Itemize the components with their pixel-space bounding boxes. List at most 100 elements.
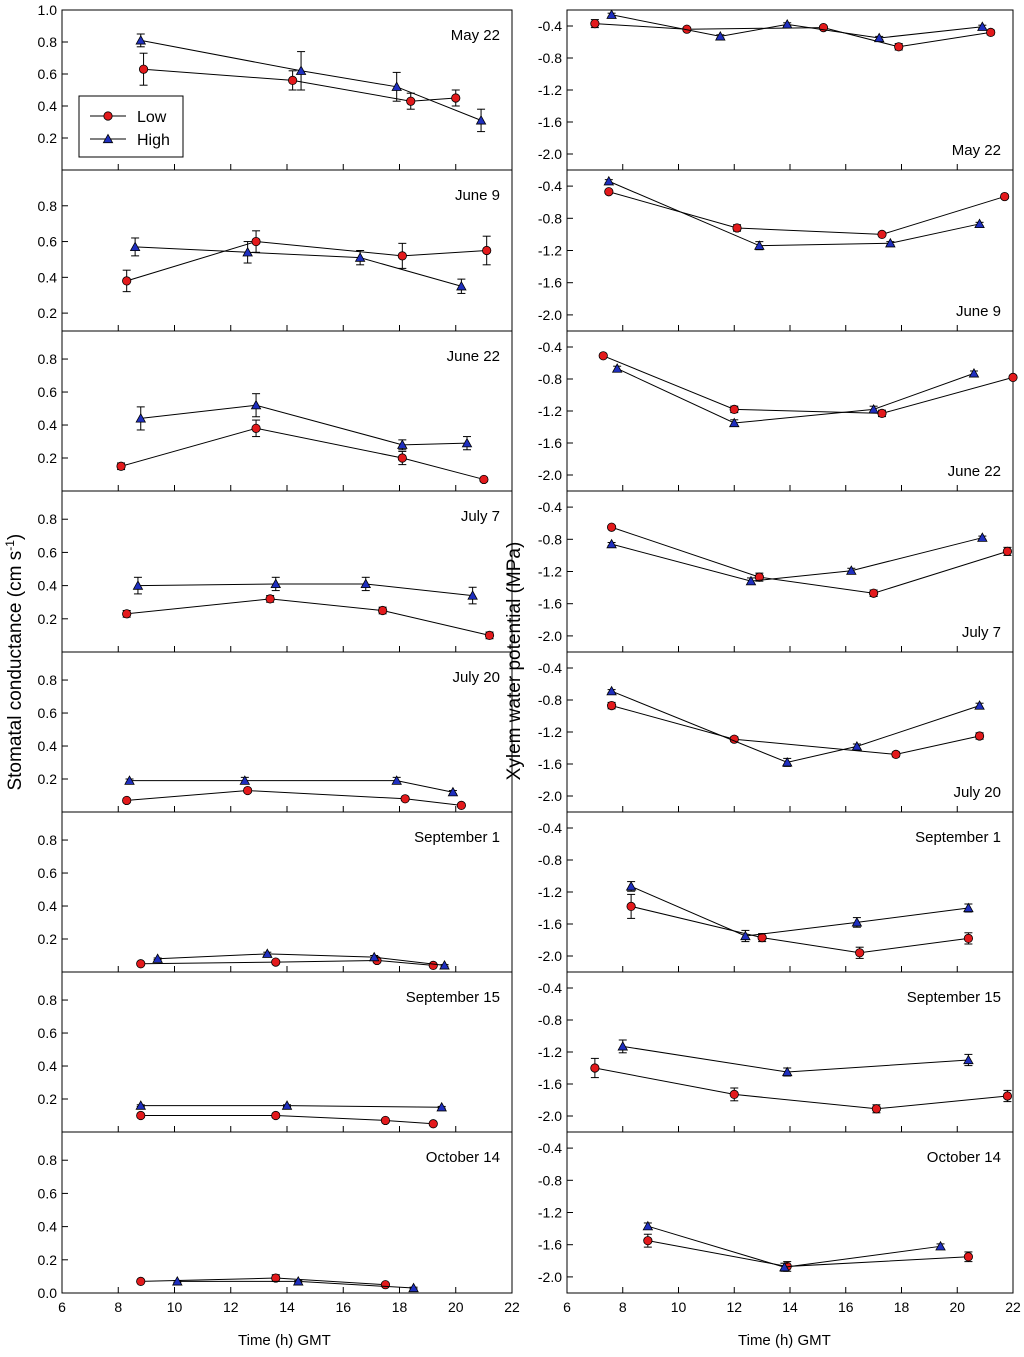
right-x-tick-label: 10 <box>671 1299 687 1315</box>
right-y-tick-label: -0.8 <box>538 1172 562 1188</box>
high-data-point <box>968 367 980 378</box>
low-data-point <box>606 700 617 711</box>
high-data-point <box>851 740 863 751</box>
right-y-tick-label: -0.4 <box>538 1140 562 1156</box>
high-data-point <box>456 280 467 291</box>
right-y-tick-label: -0.4 <box>538 660 562 676</box>
low-data-point <box>122 276 132 286</box>
high-data-point <box>368 951 380 962</box>
legend-low-marker <box>103 111 113 121</box>
right-y-tick-label: -1.2 <box>538 243 562 259</box>
low-data-point <box>869 588 879 598</box>
left-y-tick-label: 0.4 <box>38 898 58 914</box>
right-y-axis-label: Xylem water potential (MPa) <box>504 541 525 781</box>
right-y-tick-label: -1.6 <box>538 756 562 772</box>
left-panel-title: September 1 <box>414 829 500 846</box>
high-series-line <box>630 885 969 937</box>
low-series-line <box>603 355 1014 414</box>
high-data-point <box>935 1240 946 1251</box>
right-panel-frame <box>566 169 1014 332</box>
left-y-tick-label: 0.8 <box>38 992 58 1008</box>
left-panel-frame <box>61 490 513 653</box>
low-data-point <box>136 959 146 969</box>
low-data-point <box>963 1252 974 1262</box>
low-series-line <box>140 959 434 966</box>
high-series-line <box>611 690 980 763</box>
low-data-point <box>265 594 275 604</box>
left-y-tick-label: 0.6 <box>38 1025 58 1041</box>
low-data-point <box>138 64 149 74</box>
left-y-tick-label: 0.4 <box>38 1219 58 1235</box>
high-data-point <box>977 532 988 542</box>
low-data-point <box>1002 1091 1013 1101</box>
right-panel-5: -0.4 -0.8 -1.2 -1.6 -2.0 September 1 <box>538 811 1014 973</box>
left-y-axis-label: Stomatal conductance (cm s-1) <box>3 497 27 827</box>
right-panel-frame <box>566 9 1014 171</box>
high-data-point <box>603 175 615 186</box>
left-panel-frame <box>61 651 513 813</box>
left-y-tick-label: 0.8 <box>38 34 58 50</box>
right-y-tick-label: -1.6 <box>538 596 562 612</box>
right-y-tick-label: -2.0 <box>538 628 562 644</box>
right-panel-4: -0.4 -0.8 -1.2 -1.6 -2.0 July 20 <box>538 651 1014 813</box>
high-data-point <box>754 240 765 250</box>
high-data-point <box>132 580 144 590</box>
right-x-tick-label: 18 <box>894 1299 910 1315</box>
right-panel-7: -0.4 -0.8 -1.2 -1.6 -2.06 8 10 12 14 16 18 20 22 Octo… <box>538 1131 1021 1315</box>
low-data-point <box>855 948 865 958</box>
low-data-point <box>380 1280 391 1290</box>
low-data-point <box>732 223 742 233</box>
right-x-tick-label: 8 <box>619 1299 627 1315</box>
low-data-point <box>428 1119 438 1129</box>
right-y-tick-label: -1.2 <box>538 1044 562 1060</box>
legend-low-label: Low <box>137 109 167 126</box>
high-series-line <box>608 180 980 247</box>
left-x-tick-label: 6 <box>58 1299 66 1315</box>
left-y-tick-label: 0.6 <box>38 66 58 82</box>
high-data-point <box>354 252 366 262</box>
right-y-tick-label: -1.2 <box>538 82 562 98</box>
high-data-point <box>740 930 751 941</box>
low-data-point <box>606 522 617 532</box>
high-series-line <box>616 368 975 424</box>
left-y-tick-label: 0.4 <box>38 417 58 433</box>
low-data-point <box>484 630 495 641</box>
left-y-tick-label: 1.0 <box>38 2 58 18</box>
high-data-point <box>606 538 617 549</box>
left-panel-2: 0.2 0.4 0.6 0.8 June 22 <box>38 330 513 492</box>
right-y-tick-label: -0.4 <box>538 18 562 34</box>
left-y-tick-label: 0.4 <box>38 269 58 285</box>
left-y-tick-label: 0.2 <box>38 771 58 787</box>
right-panel-title: May 22 <box>952 142 1001 159</box>
high-data-point <box>745 575 757 586</box>
right-panel-0: -0.4 -0.8 -1.2 -1.6 -2.0 May 22 <box>538 9 1014 171</box>
low-data-point <box>877 229 887 239</box>
low-data-point <box>122 609 132 619</box>
high-data-point <box>360 578 372 589</box>
left-y-tick-label: 0.6 <box>38 384 58 400</box>
left-y-tick-label: 0.2 <box>38 305 58 321</box>
right-y-tick-label: -1.6 <box>538 1076 562 1092</box>
right-y-tick-label: -0.8 <box>538 1012 562 1028</box>
left-y-tick-label: 0.2 <box>38 130 58 146</box>
left-y-tick-label: 0.4 <box>38 1058 58 1074</box>
low-data-point <box>271 957 281 967</box>
right-y-tick-label: -1.2 <box>538 403 562 419</box>
left-y-tick-label: 0.8 <box>38 832 58 848</box>
high-data-point <box>436 1101 447 1112</box>
right-panel-frame <box>566 490 1014 653</box>
right-panel-frame <box>566 651 1014 813</box>
right-x-tick-label: 12 <box>726 1299 742 1315</box>
right-panel-3: -0.4 -0.8 -1.2 -1.6 -2.0 July 7 <box>538 490 1014 653</box>
left-panel-title: July 7 <box>461 508 500 525</box>
high-data-point <box>408 1282 419 1293</box>
high-series-line <box>135 246 462 287</box>
high-series-line <box>140 404 468 446</box>
high-data-point <box>974 218 985 229</box>
right-y-tick-label: -0.8 <box>538 210 562 226</box>
left-y-axis-label-main: Stomatal conductance (cm s <box>5 550 27 791</box>
left-x-tick-label: 12 <box>223 1299 239 1315</box>
high-data-point <box>152 953 163 963</box>
high-data-point <box>239 775 251 785</box>
legend-high-marker <box>102 133 114 144</box>
